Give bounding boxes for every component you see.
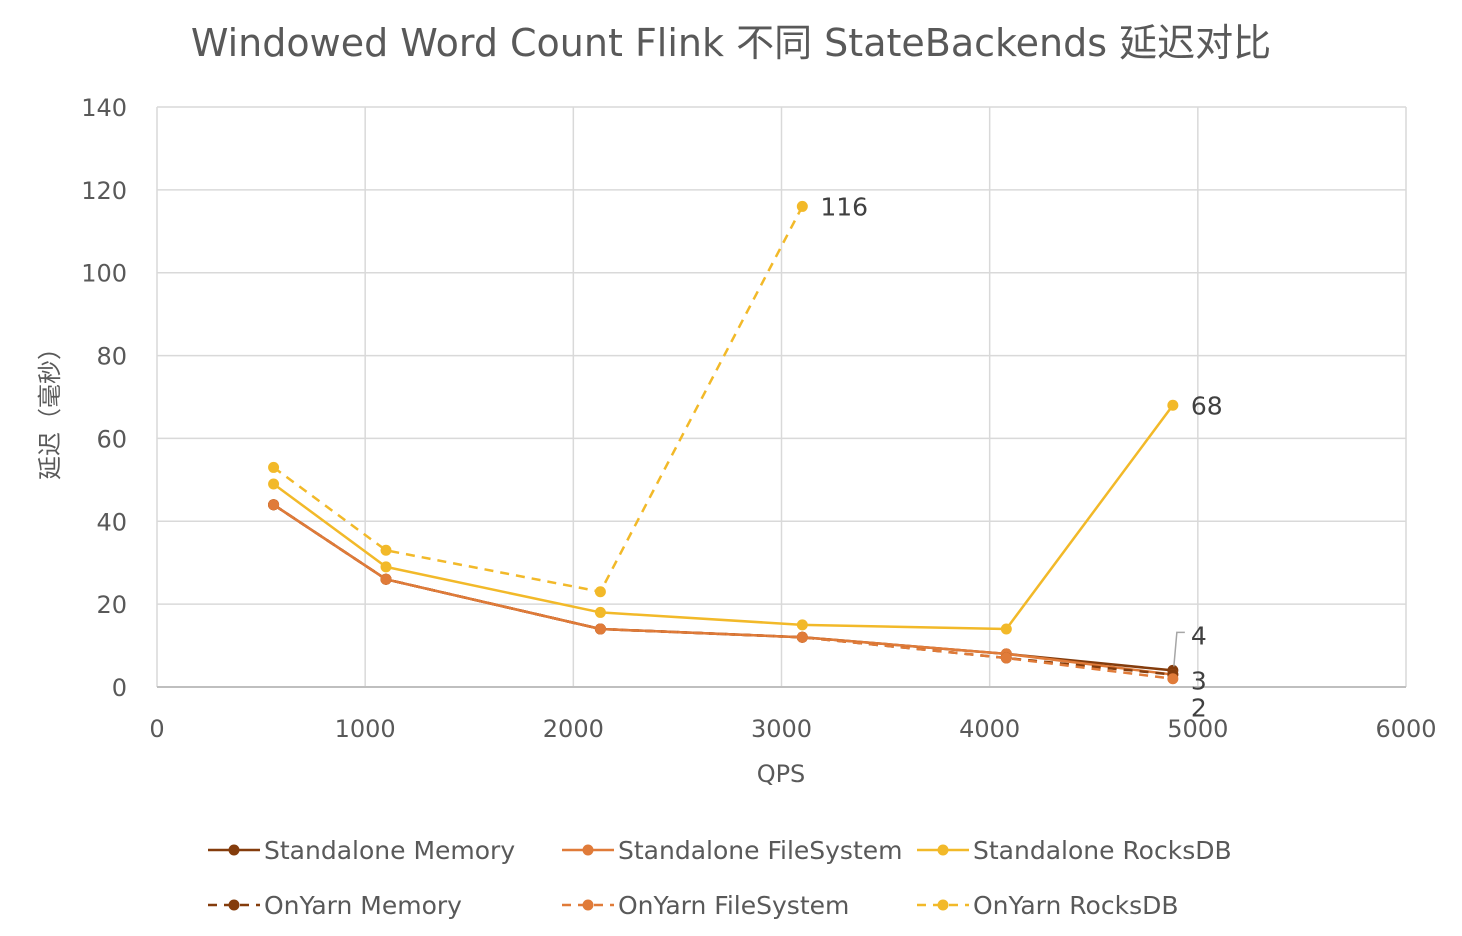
data-labels: 116 68 4 32 [820, 192, 1222, 722]
legend-item: OnYarn Memory [208, 891, 462, 920]
data-label: 68 [1191, 391, 1223, 420]
data-point [380, 544, 392, 556]
legend: Standalone Memory Standalone FileSystem St… [208, 836, 1232, 920]
legend-label: OnYarn FileSystem [618, 891, 849, 920]
legend-label: OnYarn RocksDB [973, 891, 1179, 920]
data-point [380, 573, 392, 585]
legend-label: Standalone FileSystem [618, 836, 903, 865]
data-point [594, 586, 606, 598]
x-tick-label: 4000 [959, 715, 1020, 743]
data-label: 116 [820, 192, 868, 221]
x-tick-label: 1000 [335, 715, 396, 743]
series-onyarn-memory [268, 499, 1179, 681]
series-lines [268, 200, 1179, 685]
series-standalone-filesystem [268, 499, 1179, 681]
chart-title: Windowed Word Count Flink 不同 StateBacken… [191, 21, 1271, 65]
y-tick-label: 100 [81, 260, 127, 288]
data-point [1167, 399, 1179, 411]
x-tick-label: 3000 [751, 715, 812, 743]
legend-item: OnYarn RocksDB [917, 891, 1179, 920]
data-point [380, 561, 392, 573]
data-point [268, 478, 280, 490]
x-tick-label: 2000 [543, 715, 604, 743]
legend-label: OnYarn Memory [264, 891, 462, 920]
data-label: 4 [1191, 621, 1207, 650]
legend-swatch-marker [582, 844, 594, 856]
legend-label: Standalone RocksDB [973, 836, 1232, 865]
y-tick-label: 140 [81, 94, 127, 122]
series-line [272, 503, 1173, 676]
data-point [594, 623, 606, 635]
legend-swatch-marker [228, 899, 240, 911]
legend-item: OnYarn FileSystem [562, 891, 849, 920]
label-leader-line [1173, 631, 1185, 667]
legend-item: Standalone RocksDB [917, 836, 1232, 865]
y-tick-label: 60 [96, 425, 127, 453]
x-tick-label: 6000 [1375, 715, 1436, 743]
series-standalone-rocksdb [268, 399, 1179, 635]
y-tick-label: 20 [96, 591, 127, 619]
data-point [268, 461, 280, 473]
x-tick-label: 0 [149, 715, 164, 743]
x-axis-label: QPS [757, 760, 806, 788]
series-standalone-memory [268, 499, 1179, 676]
series-line [272, 205, 804, 593]
legend-item: Standalone FileSystem [562, 836, 903, 865]
x-tick-label: 5000 [1167, 715, 1228, 743]
data-label: 2 [1191, 694, 1207, 723]
y-axis-label: 延迟（毫秒） [36, 336, 64, 480]
series-onyarn-filesystem [268, 499, 1179, 685]
data-point [1167, 673, 1179, 685]
data-point [796, 631, 808, 643]
legend-swatch-marker [228, 844, 240, 856]
data-label: 3 [1191, 667, 1207, 696]
data-point [796, 619, 808, 631]
series-onyarn-rocksdb [268, 200, 808, 598]
legend-swatch-marker [937, 899, 949, 911]
grid-lines [156, 106, 1407, 688]
y-tick-label: 80 [96, 343, 127, 371]
legend-swatch-marker [582, 899, 594, 911]
series-line [272, 503, 1174, 676]
data-point [1000, 652, 1012, 664]
y-tick-label: 120 [81, 177, 127, 205]
data-point [1000, 623, 1012, 635]
y-tick-label: 0 [112, 674, 127, 702]
data-point [594, 606, 606, 618]
series-line [272, 503, 1174, 680]
data-point [268, 499, 280, 511]
y-tick-label: 40 [96, 508, 127, 536]
legend-label: Standalone Memory [264, 836, 515, 865]
legend-swatch-marker [937, 844, 949, 856]
legend-item: Standalone Memory [208, 836, 515, 865]
axis-ticks: 0 20 40 60 80 100 120 140 0 1000 2000 3000 4000 5000 6… [81, 94, 1436, 743]
series-line [272, 404, 1174, 631]
data-point [796, 200, 808, 212]
